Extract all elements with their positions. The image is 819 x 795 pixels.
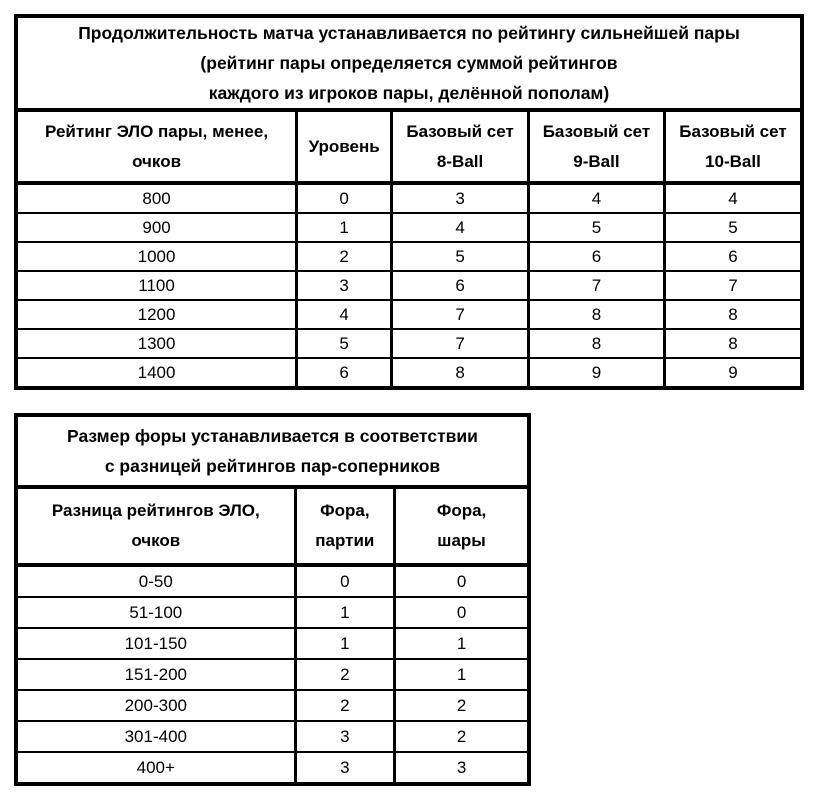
table-cell: 6 [662, 241, 804, 272]
handicap-table-body: 0-50 0 0 51-100 1 0 101-150 1 1 151-200 2 1 200-300 2… [14, 564, 531, 785]
table-cell: 4 [526, 182, 666, 214]
match-duration-table-body: 800 0 3 4 4 900 1 4 5 5 1000 2 5 6 6 1100 3 6 7 7 1200 4 7 8 8 13… [14, 182, 804, 389]
handicap-table: Размер форы устанавливается в соответств… [14, 413, 531, 786]
table-row: 800 0 3 4 4 [14, 182, 804, 214]
table-cell: 200-300 [14, 689, 297, 722]
table-cell: 5 [295, 328, 394, 359]
table-cell: 5 [526, 212, 666, 243]
table-cell: 5 [662, 212, 804, 243]
table-title-row: Размер форы устанавливается в соответств… [14, 413, 531, 489]
table-cell: 8 [390, 357, 530, 389]
table-cell: 0 [293, 564, 397, 598]
table-cell: 101-150 [14, 627, 297, 660]
table-title-row: Продолжительность матча устанавливается … [14, 14, 804, 112]
table-cell: 8 [662, 328, 804, 359]
table-cell: 1 [295, 212, 394, 243]
table-cell: 8 [662, 299, 804, 330]
table-cell: 2 [295, 241, 394, 272]
table-cell: 4 [295, 299, 394, 330]
table-cell: 8 [526, 299, 666, 330]
table-cell: 2 [393, 720, 531, 753]
table-row: 0-50 0 0 [14, 564, 531, 598]
table-cell: 1000 [14, 241, 299, 272]
column-header-base-set-8ball: Базовый сет 8-Ball [390, 108, 530, 185]
table-cell: 7 [526, 270, 666, 301]
table-cell: 1 [393, 627, 531, 660]
table-cell: 1300 [14, 328, 299, 359]
table-cell: 6 [526, 241, 666, 272]
table-row: 51-100 1 0 [14, 596, 531, 629]
handicap-table-title: Размер форы устанавливается в соответств… [14, 413, 531, 489]
table-cell: 7 [390, 328, 530, 359]
table-cell: 301-400 [14, 720, 297, 753]
table-row: 400+ 3 3 [14, 751, 531, 785]
table-cell: 400+ [14, 751, 297, 785]
table-cell: 1200 [14, 299, 299, 330]
table-cell: 900 [14, 212, 299, 243]
table-cell: 3 [393, 751, 531, 785]
table-cell: 4 [390, 212, 530, 243]
table-cell: 7 [390, 299, 530, 330]
table-cell: 1100 [14, 270, 299, 301]
table-cell: 800 [14, 182, 299, 214]
column-header-handicap-games: Фора, партии [293, 485, 397, 567]
column-header-elo-rating: Рейтинг ЭЛО пары, менее, очков [14, 108, 299, 185]
column-header-level: Уровень [295, 108, 394, 185]
table-cell: 1 [393, 658, 531, 691]
column-header-base-set-9ball: Базовый сет 9-Ball [526, 108, 666, 185]
table-row: 101-150 1 1 [14, 627, 531, 660]
table-cell: 3 [390, 182, 530, 214]
table-header-row: Рейтинг ЭЛО пары, менее, очков Уровень Б… [14, 108, 804, 185]
table-cell: 3 [293, 720, 397, 753]
table-row: 1200 4 7 8 8 [14, 299, 804, 330]
table-cell: 1 [293, 627, 397, 660]
table-cell: 151-200 [14, 658, 297, 691]
table-cell: 2 [293, 658, 397, 691]
table-cell: 8 [526, 328, 666, 359]
table-cell: 3 [293, 751, 397, 785]
column-header-elo-difference: Разница рейтингов ЭЛО, очков [14, 485, 297, 567]
match-duration-table-title: Продолжительность матча устанавливается … [14, 14, 804, 112]
table-row: 1300 5 7 8 8 [14, 328, 804, 359]
table-cell: 9 [526, 357, 666, 389]
table-header-row: Разница рейтингов ЭЛО, очков Фора, парти… [14, 485, 531, 567]
table-cell: 9 [662, 357, 804, 389]
table-cell: 0-50 [14, 564, 297, 598]
table-row: 1100 3 6 7 7 [14, 270, 804, 301]
table-cell: 3 [295, 270, 394, 301]
table-cell: 51-100 [14, 596, 297, 629]
table-cell: 2 [393, 689, 531, 722]
table-row: 301-400 3 2 [14, 720, 531, 753]
table-cell: 5 [390, 241, 530, 272]
table-cell: 0 [295, 182, 394, 214]
table-row: 1000 2 5 6 6 [14, 241, 804, 272]
column-header-handicap-balls: Фора, шары [393, 485, 531, 567]
table-cell: 6 [390, 270, 530, 301]
table-cell: 6 [295, 357, 394, 389]
table-cell: 0 [393, 564, 531, 598]
table-cell: 1400 [14, 357, 299, 389]
table-cell: 0 [393, 596, 531, 629]
table-cell: 2 [293, 689, 397, 722]
table-cell: 4 [662, 182, 804, 214]
table-row: 200-300 2 2 [14, 689, 531, 722]
column-header-base-set-10ball: Базовый сет 10-Ball [662, 108, 804, 185]
table-cell: 7 [662, 270, 804, 301]
match-duration-table: Продолжительность матча устанавливается … [14, 14, 804, 390]
table-row: 151-200 2 1 [14, 658, 531, 691]
table-row: 1400 6 8 9 9 [14, 357, 804, 389]
table-cell: 1 [293, 596, 397, 629]
table-row: 900 1 4 5 5 [14, 212, 804, 243]
